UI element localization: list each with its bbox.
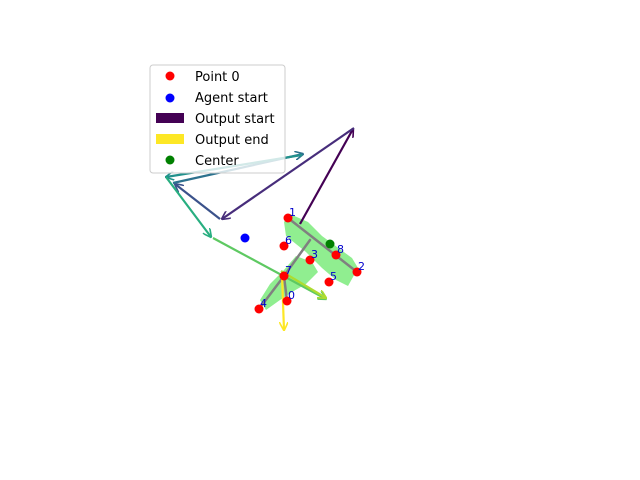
agent-start-point bbox=[240, 233, 250, 243]
legend-marker-output-end bbox=[156, 134, 184, 144]
legend-label-agent-start: Agent start bbox=[195, 91, 268, 106]
legend-marker-agent-start bbox=[165, 93, 175, 103]
point-1 bbox=[283, 213, 293, 223]
shape-layer bbox=[260, 214, 358, 310]
legend-label-output-end: Output end bbox=[195, 133, 269, 148]
point-label-8: 8 bbox=[337, 243, 344, 256]
point-label-4: 4 bbox=[260, 297, 267, 310]
trajectory-arrow-5 bbox=[165, 176, 211, 237]
point-0 bbox=[282, 296, 292, 306]
gray-line-0 bbox=[286, 216, 359, 274]
legend: Point 0 Agent start Output start Output … bbox=[149, 64, 286, 174]
legend-marker-center bbox=[165, 155, 175, 165]
legend-label-center: Center bbox=[195, 154, 239, 169]
point-7 bbox=[279, 271, 289, 281]
shape-region-1 bbox=[260, 256, 318, 310]
trajectory-arrow-7 bbox=[280, 270, 326, 298]
point-label-5: 5 bbox=[330, 270, 337, 283]
point-label-0: 0 bbox=[288, 289, 295, 302]
point-label-7: 7 bbox=[285, 264, 292, 277]
trajectory-arrow-0 bbox=[299, 129, 353, 225]
trajectory-arrow-6 bbox=[212, 237, 326, 299]
point-label-layer: 0 1 2 3 4 5 6 7 8 bbox=[260, 206, 365, 310]
point-label-6: 6 bbox=[285, 234, 292, 247]
point-5 bbox=[324, 277, 334, 287]
center-point bbox=[325, 239, 335, 249]
point-label-1: 1 bbox=[289, 206, 296, 219]
legend-frame bbox=[149, 64, 286, 174]
point-3 bbox=[305, 255, 315, 265]
legend-marker-output-start bbox=[156, 113, 184, 123]
point-layer bbox=[240, 213, 362, 314]
point-label-2: 2 bbox=[358, 260, 365, 273]
legend-marker-point-0 bbox=[165, 71, 175, 81]
legend-label-point-0: Point 0 bbox=[195, 70, 240, 85]
shape-region-0 bbox=[284, 214, 358, 286]
point-label-3: 3 bbox=[311, 248, 318, 261]
trajectory-arrow-2 bbox=[175, 184, 221, 220]
point-4 bbox=[254, 304, 264, 314]
point-8 bbox=[331, 250, 341, 260]
trajectory-arrow-1 bbox=[222, 127, 355, 219]
point-2 bbox=[352, 267, 362, 277]
legend-label-output-start: Output start bbox=[195, 112, 275, 127]
point-6 bbox=[279, 241, 289, 251]
